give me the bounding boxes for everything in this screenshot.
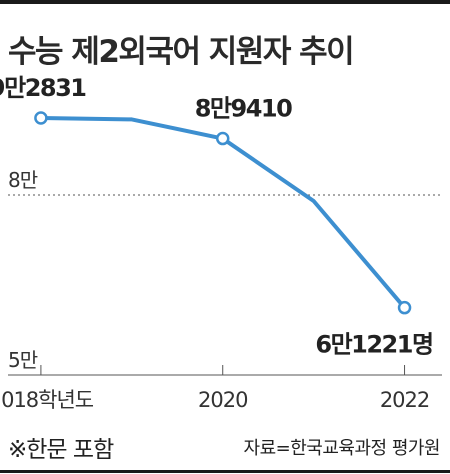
data-label: 9만2831: [0, 74, 86, 102]
bottom-rule: [0, 470, 450, 473]
x-tick-label: 2022: [380, 388, 429, 412]
y-tick-label: 8만: [8, 168, 38, 192]
x-tick-label: 2018학년도: [0, 388, 94, 412]
footnote: ※한문 포함: [8, 437, 114, 463]
source-note: 자료=한국교육과정 평가원: [243, 438, 441, 459]
x-tick-label: 2020: [198, 388, 247, 412]
top-rule: [0, 0, 450, 4]
series-line-0: [38, 116, 407, 310]
data-point: [397, 300, 412, 315]
chart-title: 수능 제2외국어 지원자 추이: [8, 34, 355, 70]
y-tick-label: 5만: [8, 348, 38, 372]
data-label: 8만9410: [195, 95, 292, 123]
data-point: [34, 111, 48, 125]
data-point: [215, 131, 230, 146]
data-label: 6만1221명: [315, 331, 432, 359]
